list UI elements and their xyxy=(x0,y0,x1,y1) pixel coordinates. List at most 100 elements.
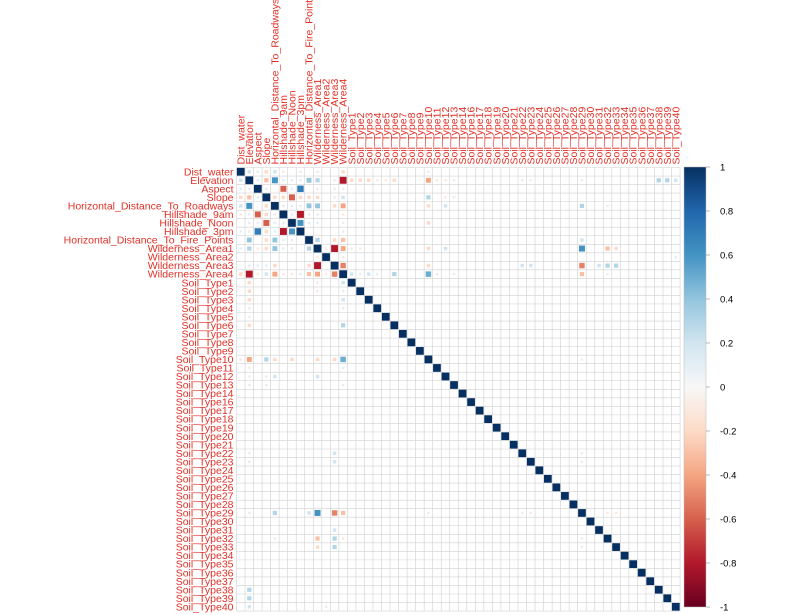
correlation-cell xyxy=(306,246,312,251)
column-label: Soil_Type29 xyxy=(577,107,589,165)
correlation-cell xyxy=(426,263,431,268)
correlation-cell xyxy=(248,460,251,464)
correlation-cell xyxy=(264,204,269,208)
row-label: Soil_Type1 xyxy=(182,277,234,289)
correlation-cell xyxy=(316,221,319,225)
correlation-cell xyxy=(620,551,629,560)
correlation-cell xyxy=(341,307,345,310)
legend-tick-label: 0 xyxy=(720,383,725,394)
correlation-cell xyxy=(330,261,339,270)
correlation-cell xyxy=(333,196,336,199)
correlation-cell xyxy=(306,177,312,183)
correlation-cell xyxy=(578,245,585,252)
row-label: Soil_Type39 xyxy=(176,593,234,605)
correlation-cell xyxy=(299,204,302,208)
correlation-cell xyxy=(332,451,337,455)
column-label: Soil_Type12 xyxy=(440,107,452,165)
correlation-cell xyxy=(492,423,501,432)
correlation-cell xyxy=(376,179,379,182)
row-label: Soil_Type25 xyxy=(176,473,234,485)
correlation-cell xyxy=(239,358,242,361)
row-label: Hillshade_9am xyxy=(164,209,234,221)
legend-tick-label: 1 xyxy=(720,163,725,174)
row-label: Soil_Type16 xyxy=(176,397,234,409)
correlation-cell xyxy=(332,528,337,532)
correlation-cell xyxy=(315,203,320,209)
correlation-cell xyxy=(654,585,663,594)
correlation-cell xyxy=(333,187,336,191)
column-label: Soil_Type17 xyxy=(474,107,486,165)
correlation-cell xyxy=(248,366,251,370)
correlation-cell xyxy=(272,246,278,251)
row-label: Soil_Type32 xyxy=(176,533,234,545)
correlation-cell xyxy=(315,545,320,549)
correlation-cell xyxy=(264,212,269,217)
correlation-cell xyxy=(296,227,305,236)
correlation-cell xyxy=(282,247,285,250)
column-label: Soil_Type23 xyxy=(525,107,537,165)
correlation-cell xyxy=(282,272,285,276)
correlation-cell xyxy=(452,272,456,276)
correlation-cell xyxy=(674,178,678,183)
correlation-cell xyxy=(646,577,655,586)
correlation-cell xyxy=(273,230,277,233)
correlation-cell xyxy=(569,500,578,509)
correlation-cell xyxy=(290,179,294,182)
legend-tick-label: 0.4 xyxy=(720,295,733,306)
correlation-cell xyxy=(272,237,278,243)
row-label: Soil_Type17 xyxy=(176,405,234,417)
legend-tick-label: 0.6 xyxy=(720,251,733,262)
correlation-cell xyxy=(239,213,242,216)
correlation-cell xyxy=(356,287,365,296)
correlation-cell xyxy=(595,526,603,534)
correlation-cell xyxy=(629,560,638,569)
correlation-cell xyxy=(426,195,431,200)
column-label: Dist_water xyxy=(235,114,247,164)
column-label: Soil_Type8 xyxy=(406,112,418,164)
column-label: Soil_Type13 xyxy=(449,107,461,165)
correlation-cell xyxy=(606,204,609,208)
correlation-cell xyxy=(273,537,277,540)
column-label: Soil_Type2 xyxy=(355,112,367,164)
row-label: Slope xyxy=(207,192,234,204)
column-label: Soil_Type16 xyxy=(466,107,478,165)
color-legend-bar xyxy=(683,166,707,608)
correlation-cell xyxy=(265,375,268,378)
correlation-cell xyxy=(579,262,585,269)
correlation-cell xyxy=(341,323,346,328)
correlation-cell xyxy=(264,229,269,234)
correlation-cell xyxy=(298,195,303,200)
correlation-cell xyxy=(443,204,448,208)
correlation-cell xyxy=(299,170,302,173)
correlation-cell xyxy=(580,358,584,361)
column-label: Soil_Type36 xyxy=(636,107,648,165)
correlation-cell xyxy=(340,246,346,251)
correlation-cell xyxy=(248,264,251,267)
correlation-cell xyxy=(580,460,584,464)
column-label: Soil_Type19 xyxy=(491,107,503,165)
correlation-cell xyxy=(543,474,552,483)
correlation-cell xyxy=(637,568,646,577)
column-label: Soil_Type20 xyxy=(500,107,512,165)
row-label: Horizontal_Distance_To_Fire_Points xyxy=(64,235,234,247)
column-label: Soil_Type25 xyxy=(542,107,554,165)
correlation-cell xyxy=(316,213,319,216)
correlation-cell xyxy=(316,281,319,284)
correlation-cell xyxy=(247,297,252,302)
correlation-cell xyxy=(341,297,345,302)
correlation-cell xyxy=(282,221,285,225)
correlation-cell xyxy=(288,228,295,235)
correlation-cell xyxy=(376,272,379,276)
correlation-cell xyxy=(366,178,371,183)
correlation-cell xyxy=(313,244,322,253)
correlation-cell xyxy=(239,247,242,250)
column-label: Soil_Type40 xyxy=(670,107,682,165)
legend-tick-label: 0.8 xyxy=(720,207,733,218)
correlation-cell xyxy=(247,587,252,592)
column-label: Soil_Type7 xyxy=(397,112,409,164)
correlation-cell xyxy=(332,238,337,242)
correlation-cell xyxy=(254,211,261,218)
correlation-cell xyxy=(299,272,302,276)
column-label: Soil_Type4 xyxy=(372,112,384,164)
